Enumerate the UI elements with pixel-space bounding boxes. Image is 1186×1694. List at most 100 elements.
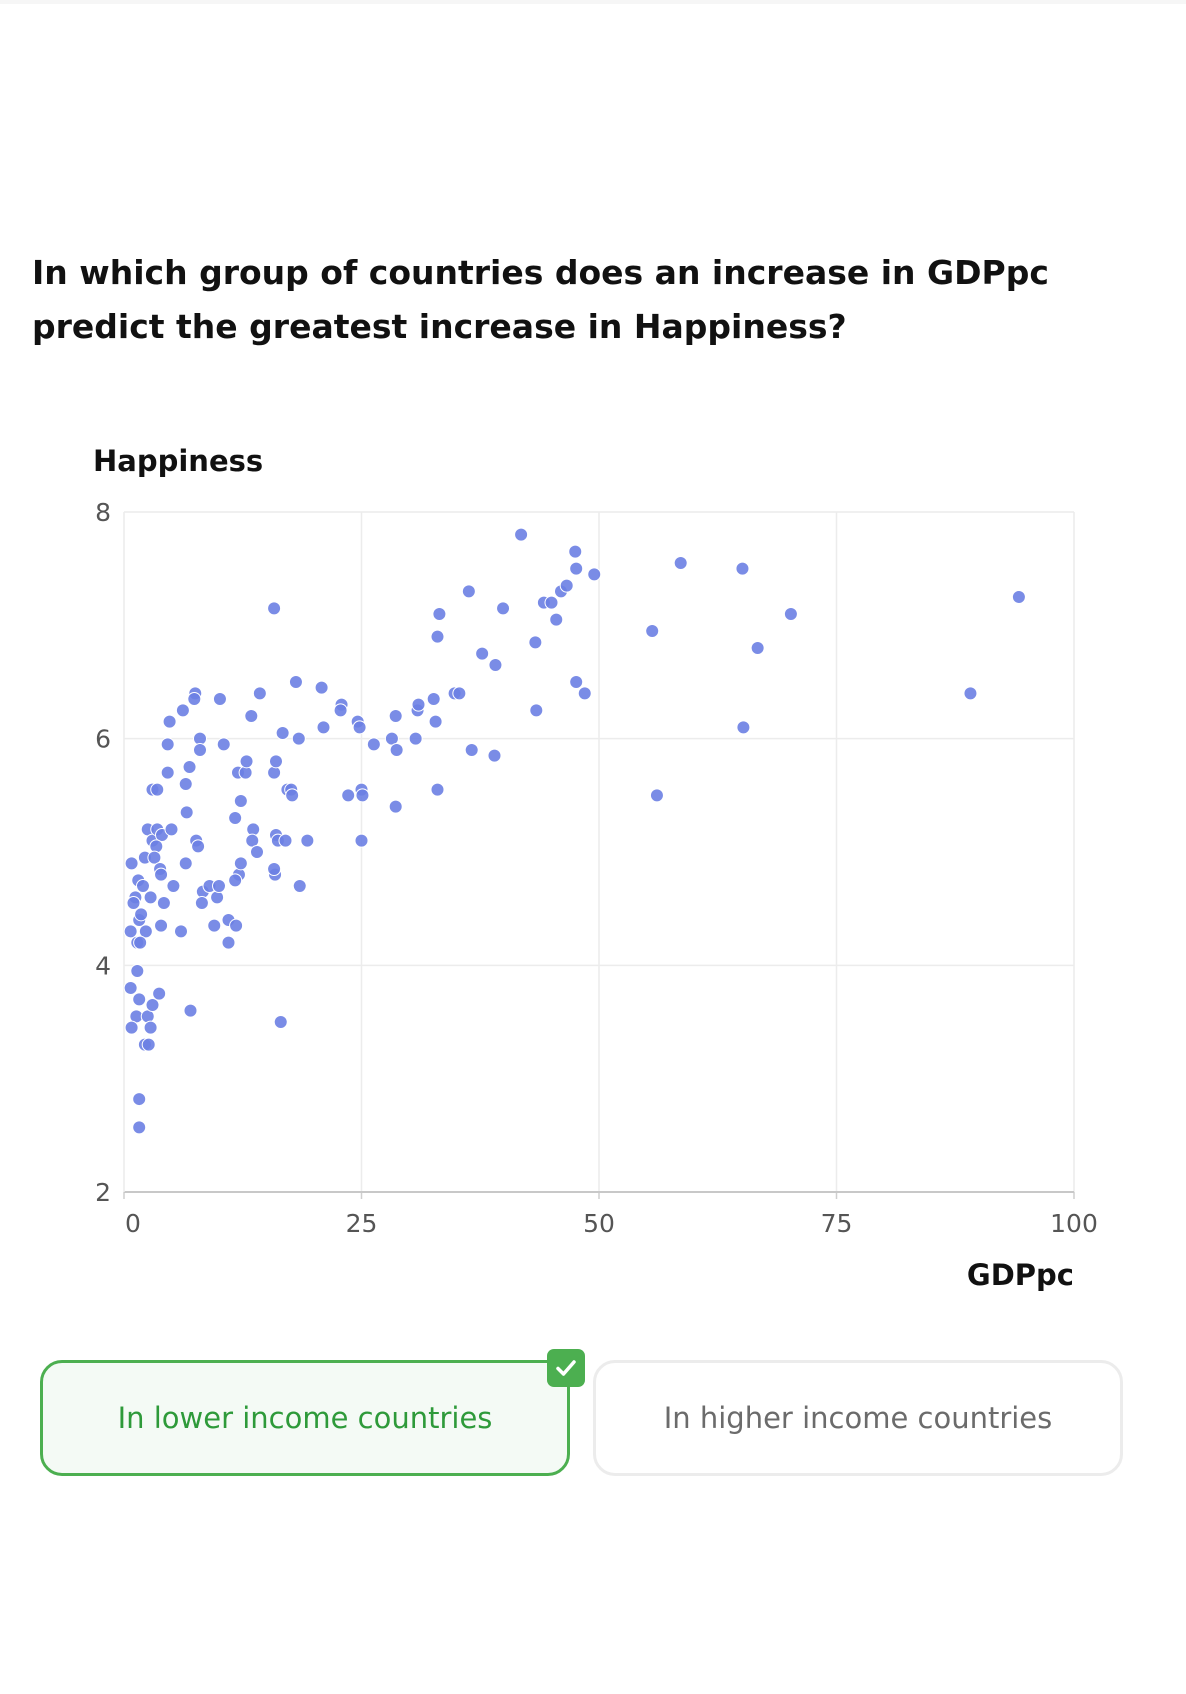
scatter-point: [126, 896, 141, 910]
scatter-point: [160, 765, 175, 780]
scatter-points: [123, 527, 1026, 1135]
scatter-point: [132, 1092, 147, 1107]
scatter-point: [194, 896, 209, 910]
scatter-point: [388, 799, 403, 814]
y-tick-label: 4: [95, 951, 111, 980]
x-tick-label: 25: [346, 1209, 378, 1238]
scatter-point: [133, 935, 148, 950]
scatter-point: [228, 811, 243, 825]
scatter-point: [154, 867, 169, 882]
scatter-point: [430, 782, 445, 797]
checkmark-icon: [547, 1349, 585, 1387]
answer-higher-income-label: In higher income countries: [663, 1401, 1053, 1435]
scatter-point: [124, 856, 139, 871]
scatter-point: [549, 612, 564, 627]
scatter-point: [143, 890, 158, 905]
answer-options: In lower income countries In higher inco…: [40, 1349, 1140, 1480]
scatter-point: [178, 856, 193, 871]
scatter-point: [221, 935, 236, 950]
scatter-point: [191, 839, 206, 854]
scatter-point: [123, 981, 138, 995]
scatter-point: [273, 1015, 288, 1029]
answer-higher-income[interactable]: In higher income countries: [593, 1360, 1123, 1476]
answer-lower-income[interactable]: In lower income countries: [40, 1349, 585, 1476]
scatter-point: [569, 561, 584, 576]
scatter-point: [233, 856, 248, 871]
scatter-point: [267, 765, 282, 780]
scatter-point: [130, 964, 145, 978]
scatter-point: [183, 1003, 198, 1018]
scatter-point: [300, 833, 315, 848]
scatter-point: [132, 1120, 147, 1135]
scatter-point: [388, 709, 403, 723]
scatter-point: [577, 686, 592, 701]
scatter-point: [134, 907, 149, 922]
scatter-point: [408, 731, 423, 746]
scatter-point: [333, 703, 348, 718]
scatter-point: [461, 584, 476, 599]
scatter-point: [149, 839, 164, 854]
scatter-point: [649, 788, 664, 803]
scatter-point: [182, 760, 197, 774]
scatter-point: [529, 703, 544, 718]
scatter-point: [212, 692, 227, 706]
scatter-point: [239, 754, 254, 769]
scatter-point: [488, 658, 503, 672]
scatter-point: [278, 833, 293, 848]
scatter-point: [285, 788, 300, 803]
top-border: [0, 0, 1186, 4]
scatter-point: [145, 998, 160, 1012]
scatter-point: [428, 714, 443, 729]
x-axis-title: GDPpc: [967, 1258, 1074, 1292]
chart-tick-labels: 0 25 50 75 100 2 4 6 8: [95, 498, 1098, 1238]
scatter-point: [341, 788, 356, 803]
scatter-point: [152, 986, 167, 1001]
scatter-point: [528, 635, 543, 650]
scatter-point: [496, 601, 511, 616]
scatter-point: [275, 726, 290, 740]
scatter-point: [178, 777, 193, 791]
y-tick-label: 8: [95, 498, 111, 527]
scatter-point: [750, 641, 765, 655]
scatter-point: [233, 794, 248, 808]
scatter-point: [124, 1020, 139, 1035]
scatter-point: [229, 918, 244, 933]
y-tick-label: 6: [95, 725, 111, 754]
scatter-point: [352, 720, 367, 735]
scatter-point: [175, 703, 190, 718]
scatter-point: [475, 646, 490, 661]
scatter-point: [314, 680, 329, 695]
scatter-point: [252, 686, 267, 701]
question-title: In which group of countries does an incr…: [32, 253, 1049, 346]
x-tick-label: 50: [583, 1209, 615, 1238]
chart-axes: [123, 512, 1075, 1199]
scatter-point: [432, 607, 447, 621]
scatter-point: [179, 805, 194, 820]
scatter-chart: Happiness GDPpc 0 25 50 75 100 2 4 6 8: [93, 444, 1098, 1292]
scatter-point: [216, 737, 231, 752]
scatter-point: [269, 754, 283, 769]
scatter-point: [452, 686, 467, 701]
scatter-point: [673, 556, 688, 570]
x-tick-label: 100: [1050, 1209, 1098, 1238]
scatter-point: [166, 879, 181, 893]
scatter-point: [267, 862, 282, 876]
scatter-point: [141, 1037, 156, 1052]
scatter-point: [430, 629, 445, 644]
scatter-point: [138, 924, 153, 939]
answer-lower-income-label: In lower income countries: [117, 1401, 493, 1435]
scatter-point: [569, 675, 584, 689]
scatter-point: [187, 692, 202, 706]
y-tick-label: 2: [95, 1178, 111, 1207]
scatter-point: [244, 709, 259, 723]
scatter-point: [147, 850, 162, 865]
scatter-point: [1011, 590, 1026, 604]
scatter-point: [210, 890, 225, 905]
y-axis-title: Happiness: [93, 444, 263, 478]
scatter-point: [292, 879, 307, 893]
scatter-point: [228, 873, 243, 888]
scatter-point: [354, 833, 369, 848]
scatter-point: [487, 748, 502, 763]
scatter-point: [735, 561, 750, 576]
scatter-point: [587, 567, 602, 582]
